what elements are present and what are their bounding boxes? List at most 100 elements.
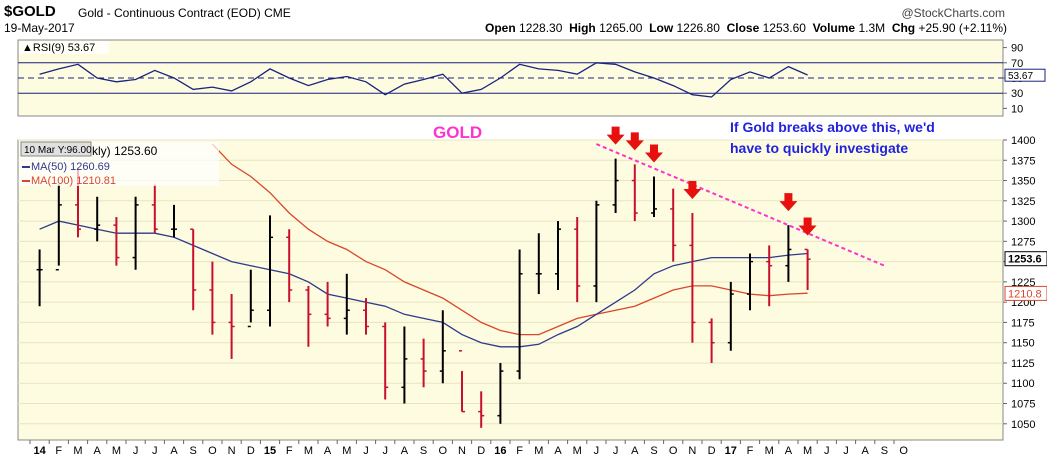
x-tick-label: 14 <box>33 445 46 457</box>
price-bar <box>305 285 312 347</box>
price-bar <box>593 200 600 303</box>
x-tick-label: 17 <box>725 445 737 457</box>
price-bar <box>132 196 139 270</box>
price-bar <box>459 350 465 413</box>
rsi-tick-label: 70 <box>1011 58 1023 70</box>
low-value: 1226.80 <box>676 21 720 35</box>
red-down-arrow <box>798 217 817 236</box>
x-tick-label: M <box>73 445 82 457</box>
price-bar <box>535 233 542 295</box>
x-tick-label: M <box>112 445 121 457</box>
price-tick-label: 1275 <box>1011 236 1035 248</box>
price-bar <box>324 281 331 327</box>
price-bar <box>382 322 389 400</box>
annotation-line-1: If Gold breaks above this, we'd <box>730 119 935 135</box>
price-bar <box>401 326 408 404</box>
x-tick-label: O <box>439 445 448 457</box>
price-bar <box>574 217 581 303</box>
x-tick-label: F <box>286 445 293 457</box>
resistance-trendline <box>596 143 885 267</box>
price-bar <box>516 249 523 380</box>
red-down-arrow <box>779 193 798 212</box>
rsi-tick-label: 10 <box>1011 103 1023 115</box>
x-tick-label: F <box>55 445 62 457</box>
price-bar <box>286 229 293 303</box>
quote-summary: Open 1228.30 High 1265.00 Low 1226.80 Cl… <box>485 21 1007 35</box>
x-tick-label: M <box>803 445 812 457</box>
ma100-legend: MA(100) 1210.81 <box>31 175 116 187</box>
price-bar <box>766 245 773 307</box>
x-tick-label: J <box>613 445 619 457</box>
x-tick-label: N <box>458 445 466 457</box>
price-bar <box>228 294 235 359</box>
x-tick-label: N <box>688 445 696 457</box>
price-bar <box>151 184 158 234</box>
x-tick-label: F <box>747 445 754 457</box>
volume-value: 1.3M <box>858 21 886 35</box>
price-bar <box>247 269 254 328</box>
x-tick-label: J <box>363 445 369 457</box>
close-label: Close <box>726 21 760 35</box>
chart-title-gold: GOLD <box>433 123 482 142</box>
chg-value: +25.90 (+2.11%) <box>918 21 1007 35</box>
price-bar <box>55 184 62 271</box>
annotation-line-2: have to quickly investigate <box>730 140 908 156</box>
close-value: 1253.60 <box>762 21 806 35</box>
x-tick-label: M <box>534 445 543 457</box>
open-value: 1228.30 <box>519 21 563 35</box>
x-tick-label: M <box>765 445 774 457</box>
x-tick-label: M <box>573 445 582 457</box>
x-tick-label: A <box>324 445 332 457</box>
rsi-legend-bg <box>19 41 109 54</box>
ticker-symbol: $GOLD <box>4 3 56 20</box>
price-bar <box>36 249 43 307</box>
volume-label: Volume <box>812 21 856 35</box>
site-credit: @StockCharts.com <box>901 6 1005 20</box>
x-tick-label: D <box>477 445 485 457</box>
price-tick-label: 1400 <box>1011 135 1035 147</box>
ma-value-tag <box>1004 285 1047 301</box>
price-tick-label: 1050 <box>1011 419 1035 431</box>
x-tick-label: F <box>516 445 523 457</box>
price-legend-close: eekly) 1253.60 <box>79 144 158 158</box>
price-bar <box>171 204 177 238</box>
price-bar <box>651 176 657 218</box>
price-bar <box>689 212 696 343</box>
price-tick-label: 1225 <box>1011 277 1035 289</box>
x-tick-label: 15 <box>264 445 276 457</box>
x-tick-label: S <box>881 445 888 457</box>
price-bar <box>631 164 638 222</box>
low-label: Low <box>649 21 674 35</box>
rsi-current-tag <box>1004 68 1046 82</box>
price-bar <box>747 253 753 311</box>
x-tick-label: M <box>304 445 313 457</box>
red-down-arrow <box>625 132 644 151</box>
x-tick-label: A <box>94 445 102 457</box>
price-tick-label: 1375 <box>1011 155 1035 167</box>
x-tick-label: M <box>342 445 351 457</box>
chg-label: Chg <box>891 21 916 35</box>
x-tick-label: O <box>899 445 908 457</box>
x-tick-label: D <box>708 445 716 457</box>
x-tick-label: A <box>401 445 409 457</box>
x-tick-label: O <box>208 445 217 457</box>
price-tick-label: 1100 <box>1011 378 1035 390</box>
price-bar <box>209 261 216 335</box>
x-tick-label: A <box>862 445 870 457</box>
high-label: High <box>569 21 596 35</box>
ma-value-tag-text: 1210.8 <box>1008 288 1042 300</box>
rsi-tick-label: 30 <box>1011 88 1023 100</box>
price-bar <box>555 221 561 290</box>
instrument-description: Gold - Continuous Contract (EOD) CME <box>78 6 291 20</box>
price-bar <box>612 158 619 213</box>
price-bar <box>478 391 485 428</box>
high-value: 1265.00 <box>599 21 643 35</box>
rsi-line <box>39 62 808 98</box>
price-bar <box>670 188 677 262</box>
price-bar <box>497 362 504 424</box>
open-label: Open <box>485 21 516 35</box>
price-tick-label: 1150 <box>1011 338 1035 350</box>
x-tick-label: A <box>170 445 178 457</box>
x-tick-label: D <box>247 445 255 457</box>
